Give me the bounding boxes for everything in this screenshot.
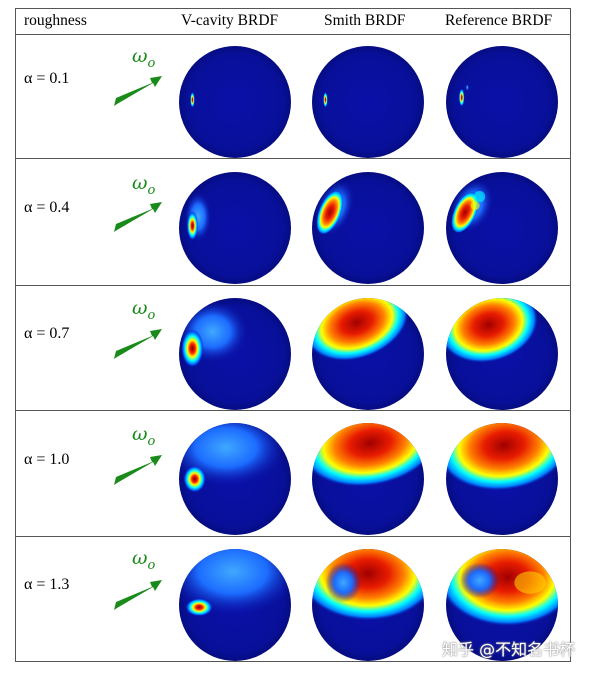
omega-label: ωo xyxy=(132,547,156,573)
alpha-label: α = 0.4 xyxy=(24,199,70,216)
header-smith: Smith BRDF xyxy=(324,12,406,29)
view-direction-arrow-icon xyxy=(114,455,162,485)
row-separator xyxy=(15,536,571,537)
alpha-label: α = 1.0 xyxy=(24,451,70,468)
omega-label: ωo xyxy=(132,297,156,323)
reference-brdf-sphere xyxy=(446,298,558,410)
header-reference: Reference BRDF xyxy=(445,12,553,29)
figure-table xyxy=(15,8,571,662)
omega-label: ωo xyxy=(132,172,156,198)
watermark: 知乎 @不知名书杯 xyxy=(442,640,576,659)
view-direction-arrow-icon xyxy=(114,202,162,232)
view-direction-arrow-icon xyxy=(114,76,162,106)
alpha-label: α = 1.3 xyxy=(24,576,70,593)
reference-brdf-sphere xyxy=(446,549,558,661)
omega-label: ωo xyxy=(132,423,156,449)
vcavity-brdf-sphere xyxy=(179,172,291,284)
row-separator xyxy=(15,285,571,286)
reference-brdf-sphere xyxy=(446,423,558,535)
alpha-label: α = 0.7 xyxy=(24,325,70,342)
vcavity-brdf-sphere xyxy=(179,549,291,661)
smith-brdf-sphere xyxy=(312,298,424,410)
header-roughness: roughness xyxy=(24,12,87,29)
alpha-label: α = 0.1 xyxy=(24,70,70,87)
smith-brdf-sphere xyxy=(312,172,424,284)
vcavity-brdf-sphere xyxy=(179,298,291,410)
smith-brdf-sphere xyxy=(312,46,424,158)
smith-brdf-sphere xyxy=(312,549,424,661)
vcavity-brdf-sphere xyxy=(179,46,291,158)
view-direction-arrow-icon xyxy=(114,580,162,610)
omega-label: ωo xyxy=(132,45,156,71)
row-separator xyxy=(15,158,571,159)
header-separator xyxy=(15,34,571,35)
header-vcavity: V-cavity BRDF xyxy=(181,12,279,29)
reference-brdf-sphere xyxy=(446,46,558,158)
row-separator xyxy=(15,410,571,411)
vcavity-brdf-sphere xyxy=(179,423,291,535)
reference-brdf-sphere xyxy=(446,172,558,284)
view-direction-arrow-icon xyxy=(114,329,162,359)
smith-brdf-sphere xyxy=(312,423,424,535)
